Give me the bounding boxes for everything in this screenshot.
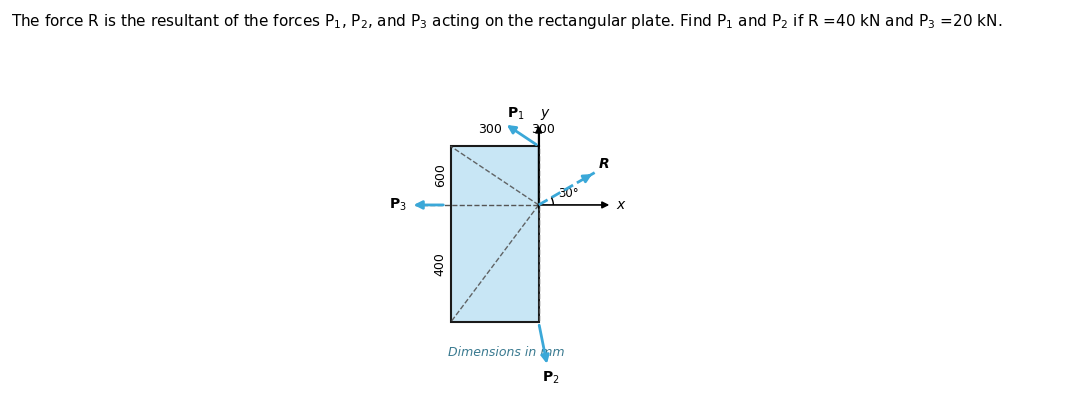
- Text: R: R: [600, 157, 609, 171]
- Text: 30°: 30°: [558, 187, 579, 200]
- Text: Dimensions in mm: Dimensions in mm: [448, 346, 565, 359]
- Text: 400: 400: [434, 252, 447, 276]
- Text: The force R is the resultant of the forces P$_1$, P$_2$, and P$_3$ acting on the: The force R is the resultant of the forc…: [11, 12, 1002, 31]
- Text: x: x: [617, 198, 625, 212]
- Polygon shape: [451, 146, 538, 322]
- Text: P$_2$: P$_2$: [542, 370, 559, 386]
- Text: 600: 600: [434, 164, 447, 187]
- Text: 300: 300: [478, 123, 502, 136]
- Text: y: y: [541, 106, 548, 120]
- Text: P$_1$: P$_1$: [508, 105, 525, 122]
- Text: 300: 300: [531, 123, 555, 136]
- Text: P$_3$: P$_3$: [389, 197, 406, 213]
